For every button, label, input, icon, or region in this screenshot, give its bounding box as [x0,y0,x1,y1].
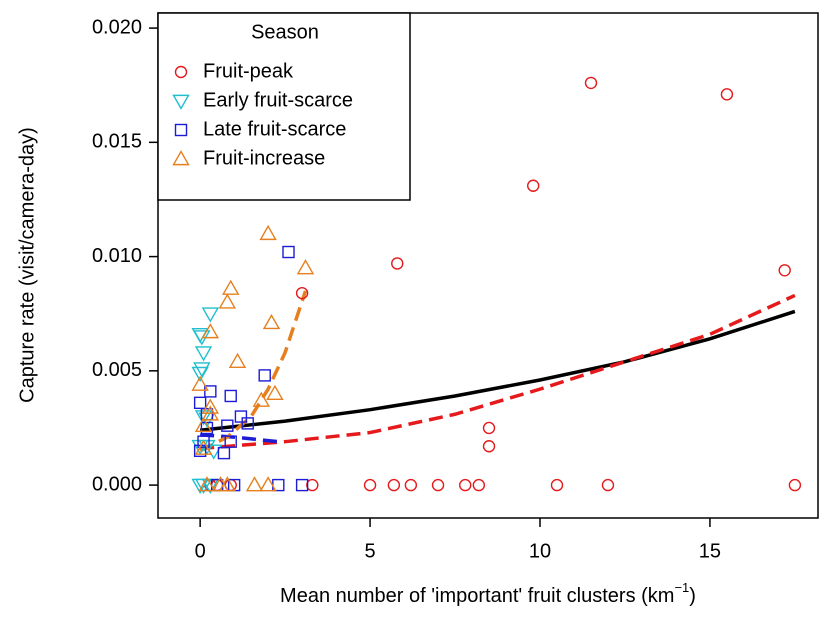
point [584,76,598,90]
point [222,279,240,295]
x-tick-label: 10 [529,540,551,562]
point [241,417,254,430]
point [550,478,564,492]
point [391,257,404,270]
point [295,478,309,492]
point [245,476,264,492]
point [221,419,234,432]
point [191,366,209,383]
point [788,478,802,492]
point [191,375,209,391]
y-tick-label: 0.000 [92,473,142,495]
point [228,352,247,369]
point [258,369,271,382]
y-tick-label: 0.020 [92,16,142,38]
point [472,478,486,492]
point [282,245,295,259]
legend-marker [174,65,188,79]
point [259,224,277,241]
point [201,478,220,495]
point [201,323,220,339]
point [363,478,377,492]
point [193,396,207,410]
x-tick-label: 0 [195,540,206,562]
point [295,286,309,300]
point [601,478,615,492]
point [387,478,401,492]
point [234,410,248,423]
point [459,478,472,492]
x-label-end: ) [689,585,696,607]
x-label-main: Mean number of 'important' fruit cluster… [280,585,674,607]
point [778,264,791,277]
y-tick-label: 0.005 [92,359,142,381]
point [404,478,418,492]
point [194,416,213,433]
x-tick-label: 5 [365,540,376,562]
point [720,88,734,101]
point [482,440,496,453]
point [224,435,237,448]
point [193,444,207,458]
legend-title: Season [251,21,319,43]
point [194,439,213,455]
point [193,362,211,378]
point [218,293,237,309]
point [296,259,315,275]
point [201,307,220,323]
point [306,478,319,492]
legend-label: Fruit-peak [203,60,294,82]
legend-marker [172,94,190,110]
point [200,421,214,435]
legend-label: Late fruit-scarce [203,118,346,140]
point [252,391,271,407]
plot-frame [157,12,819,519]
point [482,421,496,435]
point [527,179,540,192]
point [224,389,237,403]
point [217,446,231,460]
point [194,346,213,362]
point [266,384,284,401]
point [204,385,217,398]
y-tick-label: 0.015 [92,131,142,153]
fit-line [200,293,796,451]
point [262,313,281,330]
point [197,435,210,448]
x-axis-label: Mean number of 'important' fruit cluster… [280,580,696,607]
point [201,405,220,421]
x-tick-label: 15 [699,540,721,562]
x-label-sup: −1 [674,580,689,595]
y-tick-label: 0.010 [92,245,142,267]
legend-marker [174,123,188,137]
legend-marker [172,150,190,166]
point [431,478,445,492]
point [259,476,277,492]
legend-box [157,12,411,201]
point [218,476,237,492]
legend-label: Early fruit-scarce [203,89,353,111]
fit-line [199,290,308,453]
point [198,476,216,492]
fit-line [200,433,279,444]
y-axis-label: Capture rate (visit/camera-day) [16,127,38,403]
fit-line [199,309,796,432]
legend-label: Fruit-increase [203,147,325,169]
point [201,398,220,414]
